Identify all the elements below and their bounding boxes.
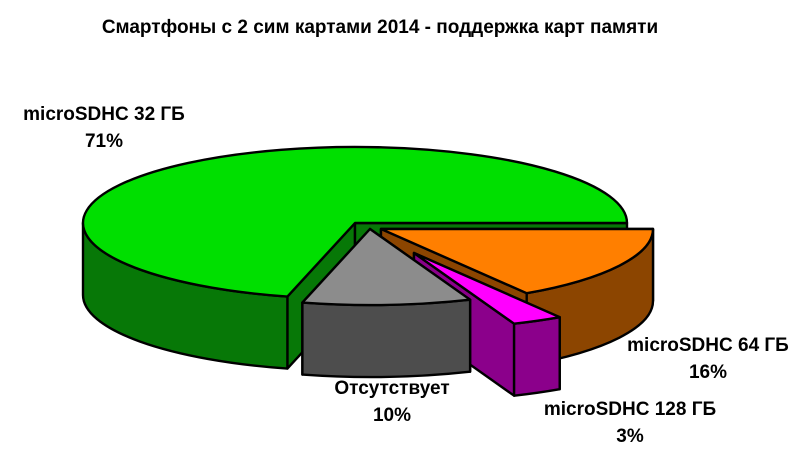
label-microsdhc-32: microSDHC 32 ГБ 71% (23, 101, 185, 155)
chart-title: Смартфоны с 2 сим картами 2014 - поддерж… (101, 17, 659, 38)
label-microsdhc-128: microSDHC 128 ГБ 3% (544, 396, 716, 450)
label-none: Отсутствует 10% (334, 375, 449, 429)
pie-slice-green-top (81, 145, 629, 298)
label-microsdhc-64-pct: 16% (688, 362, 728, 383)
pie-slice-gray-top (301, 227, 472, 307)
label-microsdhc-32-pct: 71% (84, 131, 124, 152)
label-microsdhc-64-name: microSDHC 64 ГБ (627, 335, 789, 356)
label-microsdhc-128-name: microSDHC 128 ГБ (543, 399, 717, 420)
pie-slice-magenta-top (412, 251, 561, 325)
label-microsdhc-64: microSDHC 64 ГБ 16% (627, 332, 789, 386)
label-none-name: Отсутствует (334, 378, 450, 399)
pie-slice-orange-top (379, 227, 655, 295)
pie-slice-magenta-rim (512, 316, 561, 397)
label-microsdhc-128-pct: 3% (616, 426, 644, 447)
label-none-pct: 10% (372, 405, 412, 426)
pie-slice-gray-rim (301, 298, 472, 379)
label-microsdhc-32-name: microSDHC 32 ГБ (23, 104, 185, 125)
